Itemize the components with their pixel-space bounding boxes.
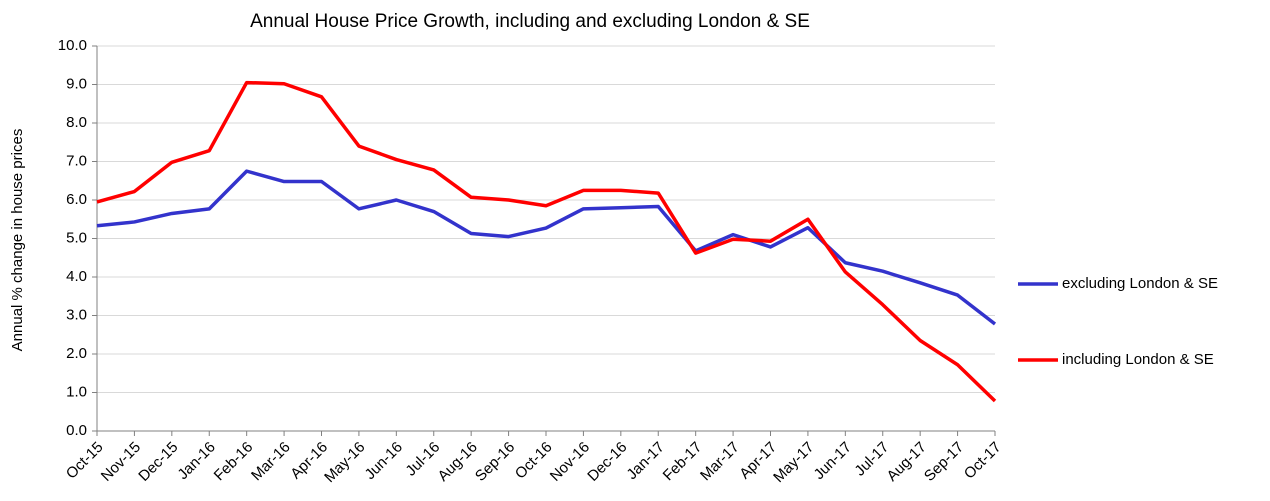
x-tick-label: May-17: [770, 439, 817, 486]
y-tick-label: 3.0: [66, 306, 87, 323]
x-tick-label: Jan-16: [174, 439, 218, 483]
y-tick-label: 6.0: [66, 191, 87, 208]
x-tick-label: Feb-17: [660, 439, 706, 485]
x-tick-label: Aug-17: [884, 439, 930, 485]
y-tick-label: 1.0: [66, 383, 87, 400]
y-tick-label: 7.0: [66, 152, 87, 169]
legend-label: including London & SE: [1062, 351, 1214, 368]
x-tick-label: Aug-16: [435, 439, 481, 485]
x-tick-label: Nov-15: [98, 439, 144, 485]
y-tick-label: 9.0: [66, 75, 87, 92]
legend-label: excluding London & SE: [1062, 275, 1218, 292]
x-tick-label: Jun-17: [811, 439, 855, 483]
chart-title: Annual House Price Growth, including and…: [250, 11, 810, 32]
line-series: [96, 169, 997, 326]
x-tick-label: Jun-16: [362, 439, 406, 483]
y-tick-label: 4.0: [66, 268, 87, 285]
x-tick-label: Oct-17: [961, 439, 1005, 483]
x-tick-label: Feb-16: [211, 439, 257, 485]
y-tick-label: 0.0: [66, 422, 87, 439]
x-tick-label: Mar-17: [697, 439, 743, 485]
y-tick-label: 5.0: [66, 229, 87, 246]
y-tick-label: 10.0: [58, 37, 87, 54]
x-tick-label: Nov-16: [547, 439, 593, 485]
x-tick-label: Sep-17: [921, 439, 967, 485]
x-tick-label: Jan-17: [623, 439, 667, 483]
x-tick-label: Mar-16: [248, 439, 294, 485]
x-tick-label: Dec-16: [584, 439, 630, 485]
x-tick-label: Sep-16: [472, 439, 518, 485]
x-tick-label: Dec-15: [135, 439, 181, 485]
y-tick-label: 8.0: [66, 114, 87, 131]
line-series: [96, 80, 997, 403]
y-tick-label: 2.0: [66, 345, 87, 362]
x-tick-label: May-16: [321, 439, 368, 486]
y-axis-label: Annual % change in house prices: [9, 129, 26, 352]
